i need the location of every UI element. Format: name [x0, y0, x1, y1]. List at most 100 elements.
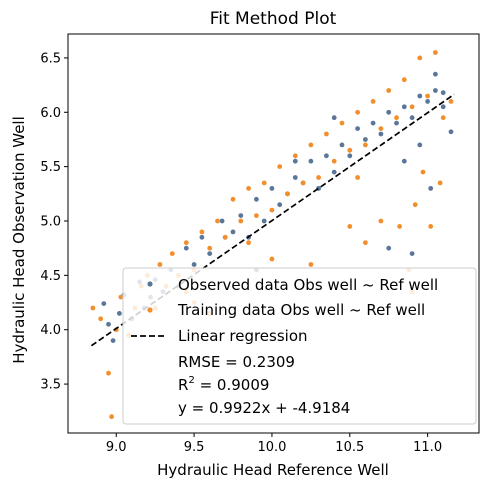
training-point [363, 142, 368, 148]
x-tick-label: 9.5 [184, 440, 205, 455]
legend: Observed data Obs well ~ Ref well Traini… [122, 267, 477, 425]
training-point [355, 109, 360, 115]
training-point [420, 169, 426, 175]
y-axis-label: Hydraulic Head Observation Well [10, 116, 28, 364]
training-point [246, 240, 252, 246]
training-point [394, 115, 399, 121]
training-point [347, 147, 353, 153]
legend-equation: y = 0.9922x + -4.9184 [178, 399, 350, 417]
training-point [109, 414, 114, 420]
training-point [370, 99, 376, 104]
observed-point [308, 158, 314, 164]
observed-point [101, 301, 107, 306]
training-point [440, 115, 446, 121]
observed-point [199, 234, 205, 240]
training-point [316, 175, 321, 180]
legend-label-training: Training data Obs well ~ Ref well [177, 301, 425, 319]
observed-point [117, 311, 122, 316]
observed-point [409, 251, 415, 256]
y-tick-label: 4.5 [40, 269, 61, 284]
x-tick-label: 10.5 [335, 440, 364, 455]
training-point [433, 50, 438, 55]
observed-point [433, 71, 438, 77]
training-point [261, 180, 267, 186]
observed-point [219, 218, 225, 224]
observed-point [370, 120, 376, 126]
observed-point [433, 88, 438, 93]
observed-point [339, 142, 345, 148]
training-point [378, 218, 384, 224]
training-point [269, 207, 275, 213]
observed-point [110, 338, 116, 343]
training-point [157, 262, 163, 267]
observed-point [277, 202, 283, 208]
training-point [417, 55, 423, 61]
training-point [300, 180, 306, 186]
training-point [207, 245, 213, 251]
observed-point [355, 126, 360, 131]
legend-r-squared: R2 = 0.9009 [178, 375, 269, 394]
observed-point [363, 137, 368, 142]
legend-marker-training [147, 307, 153, 313]
observed-point [448, 129, 454, 135]
observed-point [440, 90, 446, 96]
training-point [246, 186, 252, 191]
training-point [378, 126, 384, 131]
training-point [118, 294, 124, 300]
legend-rmse: RMSE = 0.2309 [178, 353, 295, 371]
training-point [308, 142, 314, 148]
observed-point [261, 218, 267, 224]
observed-point [292, 158, 298, 164]
training-point [90, 305, 96, 311]
observed-point [207, 251, 213, 256]
y-tick-label: 3.5 [40, 378, 61, 393]
legend-marker-observed [147, 281, 153, 287]
training-point [401, 77, 407, 83]
training-point [230, 196, 236, 202]
plot-frame [67, 33, 480, 434]
training-point [199, 229, 205, 235]
observed-point [417, 142, 423, 148]
training-point [238, 218, 244, 224]
training-point [347, 224, 353, 229]
training-point [409, 104, 415, 110]
y-tick-label: 5.5 [40, 160, 61, 175]
observed-point [292, 175, 298, 180]
observed-point [428, 186, 434, 191]
observed-point [440, 104, 446, 110]
x-tick-label: 11.0 [413, 440, 442, 455]
observed-point [394, 120, 399, 126]
observed-point [347, 153, 353, 159]
training-point [397, 224, 402, 229]
training-point [215, 218, 220, 224]
training-point [437, 180, 443, 186]
training-point [339, 120, 345, 126]
training-point [106, 370, 111, 376]
observed-point [269, 186, 275, 191]
training-point [324, 131, 329, 137]
training-point [254, 213, 259, 219]
training-point [169, 251, 175, 256]
x-tick-label: 9.0 [106, 440, 127, 455]
observed-point [191, 262, 197, 267]
observed-point [331, 169, 337, 175]
observed-point [401, 104, 407, 110]
y-tick-label: 5.0 [40, 214, 61, 229]
training-point [412, 202, 418, 208]
training-point [386, 88, 392, 93]
training-point [292, 153, 298, 159]
observed-point [106, 321, 111, 327]
y-tick-label: 4.0 [40, 323, 61, 338]
y-tick-label: 6.0 [40, 106, 61, 121]
observed-point [401, 158, 407, 164]
training-point [363, 240, 368, 246]
training-point [269, 256, 275, 262]
x-tick-label: 10.0 [257, 440, 286, 455]
training-point [331, 158, 337, 164]
training-point [425, 93, 430, 99]
observed-point [183, 245, 189, 251]
y-tick-label: 6.5 [40, 51, 61, 66]
observed-point [425, 99, 430, 104]
observed-point [238, 213, 244, 219]
